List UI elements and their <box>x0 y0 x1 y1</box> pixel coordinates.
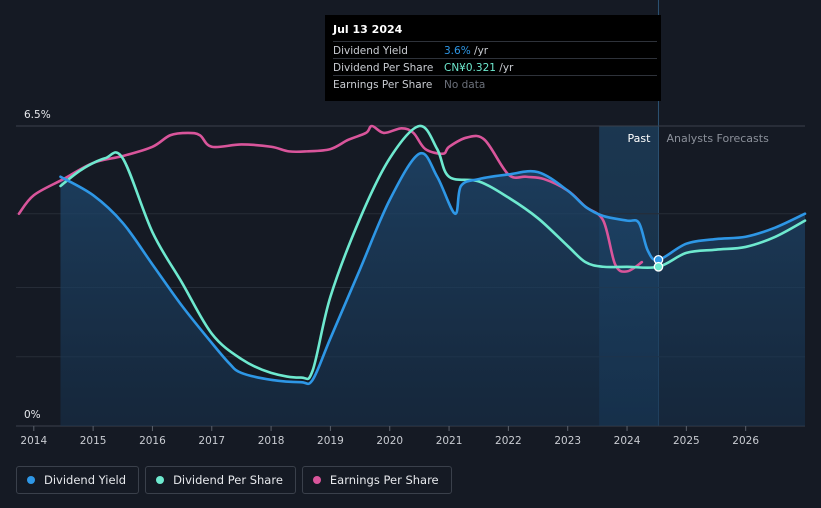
x-tick-label: 2018 <box>258 435 285 447</box>
chart-legend: Dividend Yield Dividend Per Share Earnin… <box>16 466 452 494</box>
x-tick-label: 2015 <box>80 435 107 447</box>
legend-dot-icon <box>312 476 321 484</box>
dividend-yield-line <box>59 151 807 386</box>
x-tick-label: 2014 <box>20 435 47 447</box>
dividend-yield-area <box>60 153 805 427</box>
chart-tooltip: Jul 13 2024 Dividend Yield 3.6% /yr Divi… <box>325 15 661 101</box>
tooltip-unit: /yr <box>470 45 489 57</box>
x-tick-label: 2016 <box>139 435 166 447</box>
earnings-per-share-line <box>17 124 644 273</box>
tooltip-unit: /yr <box>495 62 514 74</box>
x-tick-label: 2020 <box>376 435 403 447</box>
tooltip-label: Earnings Per Share <box>333 79 433 91</box>
x-tick-label: 2024 <box>614 435 641 447</box>
dividend-per-share-marker <box>653 261 664 272</box>
legend-dividend-yield[interactable]: Dividend Yield <box>16 466 140 494</box>
x-tick-label: 2023 <box>554 435 581 447</box>
x-tick-label: 2017 <box>198 435 225 447</box>
legend-label: Earnings Per Share <box>329 473 439 487</box>
legend-label: Dividend Yield <box>44 473 127 487</box>
tooltip-value: No data <box>444 79 486 91</box>
x-tick-label: 2025 <box>673 435 700 447</box>
legend-dividend-per-share[interactable]: Dividend Per Share <box>145 466 296 494</box>
legend-dot-icon <box>27 476 35 484</box>
x-tick-label: 2021 <box>436 435 463 447</box>
tooltip-row-earnings-per-share: Earnings Per Share No data <box>333 75 657 92</box>
legend-dot-icon <box>156 476 165 484</box>
x-tick-label: 2019 <box>317 435 344 447</box>
x-tick-label: 2026 <box>732 435 759 447</box>
legend-label: Dividend Per Share <box>173 473 283 487</box>
y-tick-label: 6.5% <box>24 109 51 121</box>
legend-earnings-per-share[interactable]: Earnings Per Share <box>301 466 452 494</box>
forecast-label: Analysts Forecasts <box>666 132 769 145</box>
tooltip-value: CN¥0.321 <box>444 62 496 74</box>
y-tick-label: 0% <box>24 409 41 421</box>
tooltip-value: 3.6% <box>444 45 471 57</box>
tooltip-row-dividend-yield: Dividend Yield 3.6% /yr <box>333 41 657 58</box>
x-tick-label: 2022 <box>495 435 522 447</box>
tooltip-label: Dividend Yield <box>333 45 408 57</box>
tooltip-label: Dividend Per Share <box>333 62 434 74</box>
tooltip-date: Jul 13 2024 <box>333 23 403 36</box>
past-label: Past <box>628 132 652 145</box>
tooltip-row-dividend-per-share: Dividend Per Share CN¥0.321 /yr <box>333 58 657 75</box>
